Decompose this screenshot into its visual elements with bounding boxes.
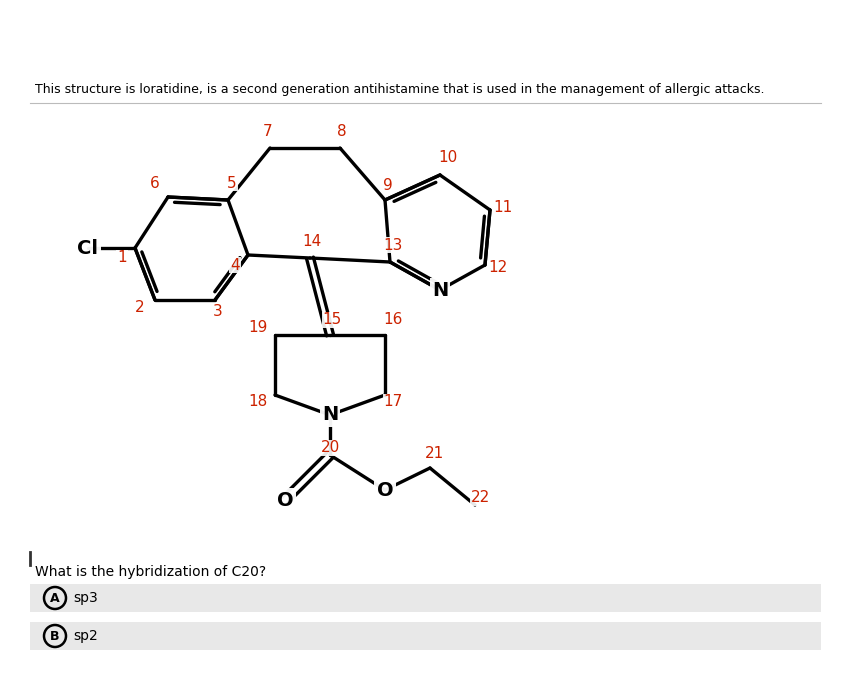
Text: 18: 18 bbox=[248, 394, 267, 409]
Text: 5: 5 bbox=[227, 175, 237, 191]
Text: Cl: Cl bbox=[77, 239, 99, 257]
Text: 4: 4 bbox=[230, 257, 240, 272]
Text: 9: 9 bbox=[383, 178, 393, 193]
Text: 6: 6 bbox=[150, 175, 160, 191]
Text: 16: 16 bbox=[383, 312, 403, 327]
Bar bbox=[30, 584, 821, 612]
Text: 21: 21 bbox=[426, 446, 444, 460]
Text: B: B bbox=[50, 630, 60, 643]
Text: 1: 1 bbox=[117, 250, 127, 266]
Text: O: O bbox=[377, 480, 393, 499]
Bar bbox=[30, 622, 821, 650]
Text: sp3: sp3 bbox=[73, 591, 98, 605]
Text: 14: 14 bbox=[302, 235, 322, 250]
Text: 3: 3 bbox=[213, 305, 223, 319]
Text: 22: 22 bbox=[471, 491, 489, 506]
Text: What is the hybridization of C20?: What is the hybridization of C20? bbox=[35, 565, 266, 579]
Text: O: O bbox=[277, 491, 294, 510]
Text: 19: 19 bbox=[248, 321, 268, 336]
Text: 10: 10 bbox=[438, 151, 458, 166]
Text: 8: 8 bbox=[337, 125, 347, 140]
Text: 17: 17 bbox=[383, 394, 403, 409]
Text: This structure is loratidine, is a second generation antihistamine that is used : This structure is loratidine, is a secon… bbox=[35, 83, 764, 96]
Text: sp2: sp2 bbox=[73, 629, 98, 643]
Text: 13: 13 bbox=[383, 237, 403, 252]
Text: N: N bbox=[431, 281, 448, 299]
Text: 20: 20 bbox=[320, 440, 340, 455]
Text: 11: 11 bbox=[494, 200, 512, 215]
Text: N: N bbox=[322, 405, 338, 424]
Text: 12: 12 bbox=[488, 261, 508, 275]
Text: 15: 15 bbox=[323, 312, 341, 327]
Text: 2: 2 bbox=[135, 301, 145, 316]
Text: A: A bbox=[50, 592, 60, 605]
Text: 7: 7 bbox=[263, 125, 273, 140]
